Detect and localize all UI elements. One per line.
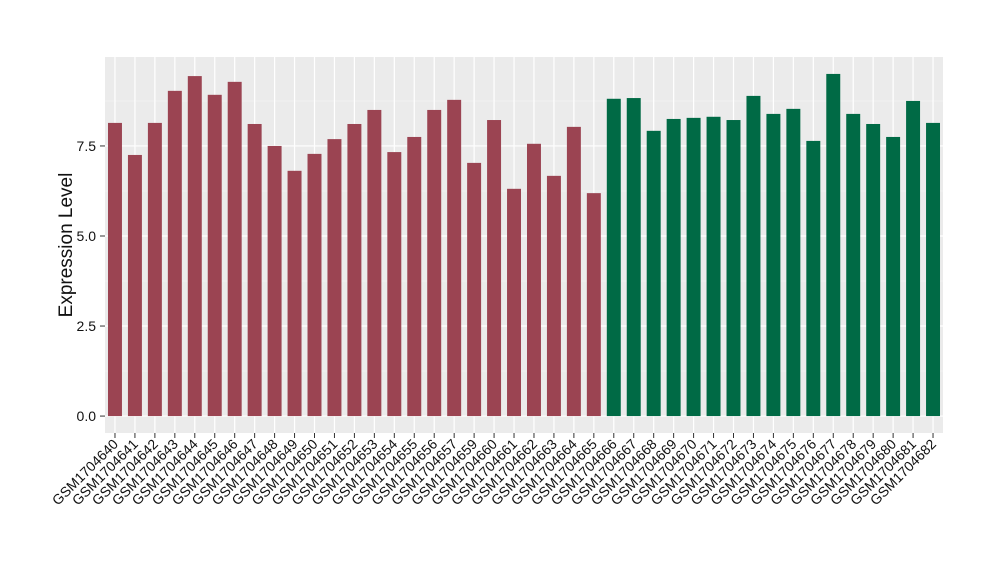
bar [746,95,761,417]
bar [507,188,522,417]
y-tick-label: 2.5 [77,318,97,334]
bar [766,113,781,417]
bar [407,136,422,417]
y-tick-label: 5.0 [77,228,97,244]
bar [806,140,821,417]
bar [307,153,322,417]
bar [127,154,142,417]
bar [646,130,661,417]
bar [726,120,741,417]
bar [706,116,721,417]
y-tick-label: 0.0 [77,408,97,424]
bar [566,126,581,417]
bar [107,122,122,417]
bar [846,113,861,417]
bar [546,175,561,417]
bar [866,123,881,417]
bar [367,109,382,417]
bar [207,94,222,417]
bar [327,139,342,417]
bar [606,98,621,417]
y-axis-label: Expression Level [56,173,77,318]
bar [487,120,502,417]
bar [826,73,841,417]
bar [227,81,242,417]
bar [526,143,541,417]
bar [187,76,202,417]
bar [786,108,801,417]
panel [105,57,943,433]
bar [167,90,182,417]
bar [387,152,402,417]
bar [347,123,362,417]
bar [686,117,701,417]
bar [626,98,641,417]
bar [147,122,162,417]
bar [906,100,921,417]
bar [447,99,462,417]
bar [267,145,282,417]
bar [666,118,681,417]
bar [247,123,262,417]
bar [467,162,482,417]
y-tick-label: 7.5 [77,138,97,154]
bar [287,170,302,417]
bar [886,136,901,417]
bar [427,109,442,417]
bar [586,193,601,417]
bar [926,122,941,417]
